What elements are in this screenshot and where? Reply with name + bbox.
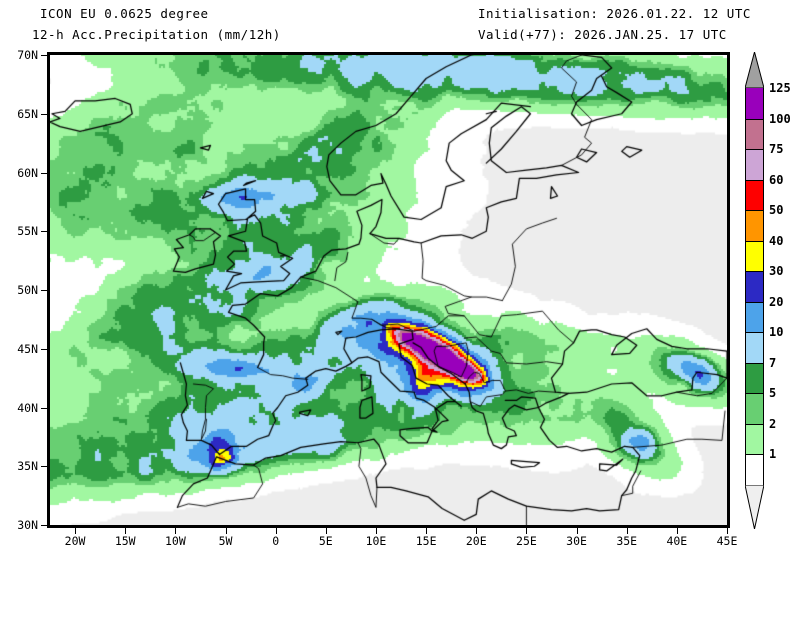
valid-time: Valid(+77): 2026.JAN.25. 17 UTC	[478, 27, 727, 42]
colorbar-label-75: 75	[769, 142, 784, 157]
colorbar-band-60	[746, 179, 763, 211]
colorbar-label-50: 50	[769, 203, 784, 218]
y-tick	[41, 55, 47, 56]
y-tick	[41, 290, 47, 291]
x-tick	[626, 528, 628, 534]
colorbar-band-40	[746, 240, 763, 272]
colorbar-overflow-arrow	[745, 52, 764, 88]
y-tick-label: 35N	[17, 459, 38, 474]
x-tick-label: 5E	[318, 534, 333, 548]
y-tick-label: 45N	[17, 341, 38, 356]
x-tick-label: 30E	[566, 534, 587, 548]
precipitation-heatmap	[50, 55, 727, 525]
colorbar-band-10	[746, 332, 763, 363]
x-tick	[426, 528, 428, 534]
y-tick	[41, 172, 47, 174]
x-tick-label: 10W	[164, 534, 186, 548]
y-tick-label: 70N	[17, 48, 38, 62]
colorbar-band-2	[746, 423, 763, 455]
colorbar-label-60: 60	[769, 172, 784, 187]
y-tick	[41, 113, 47, 115]
colorbar-label-10: 10	[769, 325, 784, 340]
colorbar-band-75	[746, 149, 763, 180]
x-tick-label: 35E	[616, 534, 638, 548]
x-tick	[526, 528, 528, 534]
colorbar-underflow-arrow	[745, 485, 764, 529]
colorbar-label-1: 1	[769, 447, 777, 462]
x-tick-label: 25E	[516, 534, 537, 548]
x-tick	[325, 528, 327, 534]
y-tick	[41, 348, 47, 350]
y-tick	[41, 466, 47, 468]
x-tick	[225, 528, 227, 534]
colorbar-band-7	[746, 362, 763, 394]
colorbar-label-100: 100	[769, 111, 791, 126]
colorbar-band-20	[746, 301, 763, 333]
map-plot-area	[47, 52, 730, 528]
x-tick	[125, 528, 127, 534]
colorbar-label-125: 125	[769, 81, 791, 95]
x-tick	[75, 528, 77, 534]
x-tick	[175, 528, 177, 534]
x-tick	[576, 528, 578, 534]
field-title: 12-h Acc.Precipitation (mm/12h)	[32, 27, 281, 42]
colorbar[interactable]	[745, 88, 764, 485]
colorbar-band-50	[746, 210, 763, 241]
x-tick-label: 15E	[415, 534, 437, 548]
x-tick-label: 5W	[218, 534, 233, 548]
y-tick	[41, 407, 47, 409]
x-tick	[727, 528, 728, 534]
y-tick-label: 30N	[17, 518, 38, 532]
colorbar-label-5: 5	[769, 386, 777, 401]
y-tick-label: 50N	[17, 283, 38, 297]
x-tick	[275, 528, 277, 534]
x-tick-label: 0	[272, 534, 280, 548]
y-tick-label: 60N	[17, 165, 38, 180]
x-tick-label: 45E	[716, 534, 738, 548]
x-tick-label: 10E	[365, 534, 387, 548]
colorbar-band-125	[746, 88, 763, 119]
colorbar-band-1	[746, 454, 763, 485]
x-tick-label: 40E	[666, 534, 688, 548]
colorbar-band-5	[746, 393, 763, 424]
x-tick	[375, 528, 377, 534]
x-tick	[676, 528, 678, 534]
colorbar-label-7: 7	[769, 355, 777, 370]
model-title: ICON EU 0.0625 degree	[40, 6, 209, 21]
x-tick	[476, 528, 478, 534]
y-tick	[41, 231, 47, 233]
colorbar-label-2: 2	[769, 416, 777, 431]
y-tick-label: 55N	[17, 224, 38, 239]
colorbar-band-30	[746, 271, 763, 302]
y-tick	[41, 525, 47, 526]
y-tick-label: 40N	[17, 400, 38, 415]
x-tick-label: 20W	[64, 534, 86, 548]
y-tick-label: 65N	[17, 106, 38, 121]
colorbar-label-30: 30	[769, 264, 784, 279]
colorbar-band-100	[746, 118, 763, 150]
colorbar-label-20: 20	[769, 294, 784, 309]
colorbar-label-40: 40	[769, 233, 784, 248]
initialisation-time: Initialisation: 2026.01.22. 12 UTC	[478, 6, 751, 21]
x-tick-label: 20E	[465, 534, 487, 548]
x-tick-label: 15W	[114, 534, 136, 548]
